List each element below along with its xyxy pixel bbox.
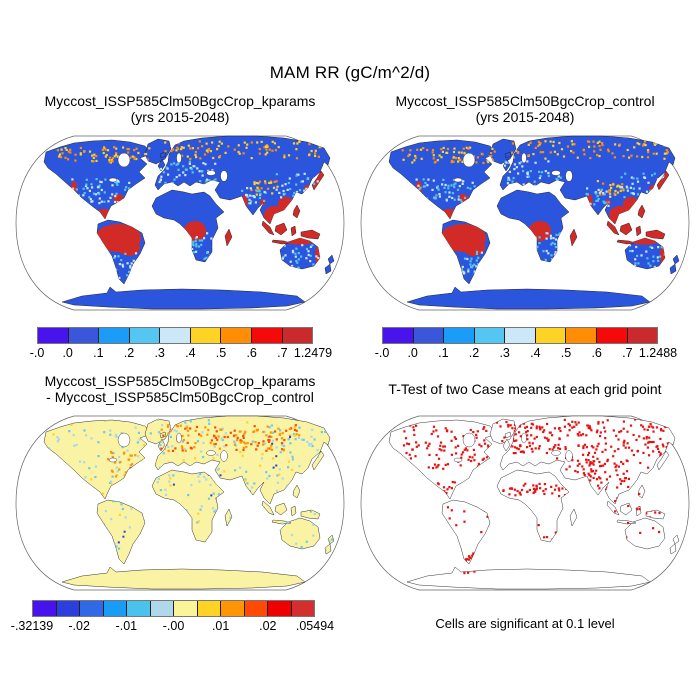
colorbar-segment [383,328,413,343]
colorbar-segment [290,601,314,616]
colorbar-tick-label: .1 [93,346,104,360]
colorbar-segment [626,328,658,343]
colorbar-strip [32,600,315,617]
colorbar-segment [473,328,505,343]
colorbar-tick-label: .5 [215,346,227,360]
colorbar-strip [382,327,658,344]
colorbar-tick-label: .2 [468,346,480,360]
colorbar-tick-label: .0 [62,346,73,360]
colorbar-segment [79,601,103,616]
colorbar-tick-label: .01 [211,619,230,633]
colorbar-tick-labels: -.0 .0 .1 .2 .3 .4 .5 .6 .7 1.2479 [30,346,332,360]
panel-title-line2: - Myccost_ISSP585Clm50BgcCrop_control [46,388,314,405]
panel-title-line1: Myccost_ISSP585Clm50BgcCrop_control [395,93,655,109]
colorbar-segment [102,601,126,616]
panel-title-difference: Myccost_ISSP585Clm50BgcCrop_kparams - My… [12,373,348,405]
colorbar-segment [220,328,251,343]
colorbar-difference: -.32139 -.02 -.01 -.00 .01 .02 .05494 [11,600,334,633]
colorbar-segment [595,328,627,343]
colorbar-segment [55,601,79,616]
colorbar-tick-label: .7 [622,346,633,360]
colorbar-tick-label: -.32139 [10,619,54,633]
panel-title-line2: (yrs 2015-2048) [475,108,575,125]
colorbar-segment [281,328,313,343]
colorbar-tick-label: .02 [259,619,277,633]
colorbar-segment [33,601,56,616]
colorbar-tick-label: .1 [438,346,449,360]
colorbar-tick-label: .05494 [295,619,335,633]
colorbar-tick-label: .4 [530,346,541,360]
colorbar-kparams: -.0 .0 .1 .2 .3 .4 .5 .6 .7 1.2479 [30,327,332,360]
panel-title-kparams: Myccost_ISSP585Clm50BgcCrop_kparams (yrs… [12,93,348,125]
colorbar-segment [243,601,267,616]
colorbar-segment [250,328,282,343]
colorbar-tick-labels: -.0 .0 .1 .2 .3 .4 .5 .6 .7 1.2488 [375,346,677,360]
colorbar-tick-label: -.02 [68,619,90,633]
colorbar-tick-label: .5 [560,346,572,360]
panel-title-control: Myccost_ISSP585Clm50BgcCrop_control (yrs… [357,93,693,125]
colorbar-tick-label: .3 [154,346,165,360]
colorbar-segment [38,328,68,343]
map-ttest [360,415,690,591]
colorbar-segment [159,328,190,343]
map-kparams [15,135,345,311]
colorbar-tick-label: .6 [591,346,602,360]
map-control [360,135,690,311]
colorbar-tick-label: .2 [123,346,135,360]
colorbar-tick-label: .6 [246,346,257,360]
colorbar-tick-label: .7 [277,346,288,360]
panel-title-line1: Myccost_ISSP585Clm50BgcCrop_kparams [44,373,316,389]
colorbar-segment [504,328,535,343]
significance-caption: Cells are significant at 0.1 level [435,616,615,631]
colorbar-segment [98,328,129,343]
map-difference [15,415,345,591]
colorbar-segment [220,601,244,616]
colorbar-tick-labels: -.32139 -.02 -.01 -.00 .01 .02 .05494 [11,619,334,633]
colorbar-segment [267,601,291,616]
colorbar-segment [189,328,221,343]
figure-title: MAM RR (gC/m^2/d) [269,63,431,82]
colorbar-tick-label: .3 [499,346,510,360]
colorbar-tick-label: -.00 [162,619,185,633]
colorbar-segment [534,328,566,343]
colorbar-tick-label: .4 [185,346,196,360]
colorbar-tick-label: -.0 [29,346,45,360]
colorbar-segment [126,601,150,616]
colorbar-segment [196,601,220,616]
colorbar-control: -.0 .0 .1 .2 .3 .4 .5 .6 .7 1.2488 [375,327,677,360]
colorbar-segment [128,328,160,343]
colorbar-tick-label: .0 [407,346,418,360]
colorbar-segment [443,328,474,343]
panel-title-line1: Myccost_ISSP585Clm50BgcCrop_kparams [44,93,316,109]
panel-title-ttest: T-Test of two Case means at each grid po… [357,381,693,398]
colorbar-segment [412,328,444,343]
colorbar-tick-label: 1.2488 [638,346,678,360]
colorbar-segment [67,328,99,343]
colorbar-segment [565,328,596,343]
panel-title-line1: T-Test of two Case means at each grid po… [388,381,662,397]
colorbar-tick-label: -.01 [115,619,138,633]
colorbar-strip [37,327,313,344]
colorbar-segment [173,601,197,616]
colorbar-tick-label: 1.2479 [293,346,333,360]
colorbar-tick-label: -.0 [374,346,390,360]
panel-title-line2: (yrs 2015-2048) [130,108,230,125]
colorbar-segment [149,601,173,616]
